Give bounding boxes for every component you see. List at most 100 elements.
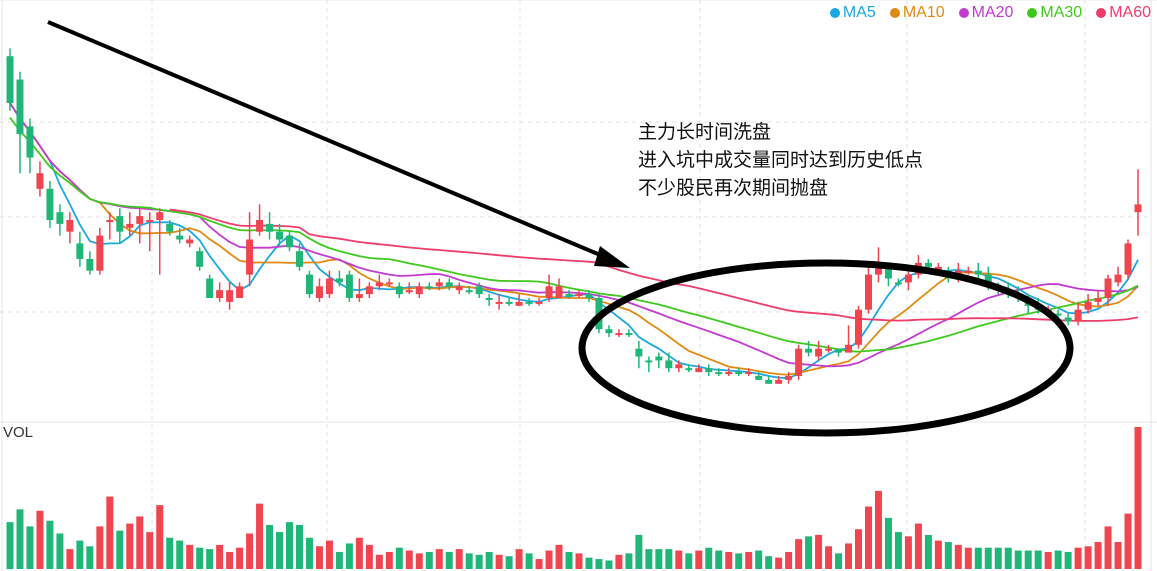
volume-bar	[1044, 551, 1052, 569]
volume-bar	[405, 550, 413, 569]
candle	[585, 290, 593, 302]
annotation-text: 主力长时间洗盘 进入坑中成交量同时达到历史低点 不少股民再次期间抛盘	[638, 118, 923, 202]
volume-bar	[325, 540, 333, 569]
volume-bar	[56, 533, 64, 569]
chart-legend: MA5 MA10 MA20 MA30 MA60	[829, 4, 1151, 22]
legend-dot-icon	[958, 8, 969, 18]
volume-bar	[665, 549, 673, 569]
candle	[625, 329, 633, 337]
candle	[6, 48, 14, 111]
volume-bar	[635, 534, 643, 569]
volume-bar	[535, 559, 543, 569]
candle	[276, 223, 284, 248]
volume-bar	[725, 551, 733, 569]
volume-bar	[944, 542, 952, 569]
volume-bar	[246, 533, 254, 569]
volume-bar	[1054, 550, 1062, 569]
volume-bar	[874, 490, 882, 569]
volume-bar	[565, 551, 573, 569]
volume-bar	[485, 551, 493, 569]
volume-bar	[1094, 542, 1102, 569]
volume-bar	[76, 540, 84, 569]
volume-bar	[974, 547, 982, 569]
volume-bar	[375, 554, 383, 569]
candle	[964, 266, 972, 275]
volume-bar	[236, 547, 244, 569]
candle	[1064, 313, 1072, 326]
candle	[86, 251, 94, 275]
candle	[864, 266, 872, 314]
candle	[76, 231, 84, 267]
candle	[36, 161, 44, 197]
volume-bar	[605, 560, 613, 569]
volume-bar	[106, 496, 114, 569]
candle	[685, 364, 693, 373]
volume-bar	[515, 549, 523, 569]
candle	[355, 278, 363, 302]
candle	[515, 294, 523, 306]
candle	[855, 305, 862, 349]
trend-arrow-line	[47, 20, 613, 262]
volume-bar	[445, 551, 453, 569]
volume-bar	[845, 543, 853, 569]
volume-bar	[266, 524, 274, 569]
candle	[525, 298, 533, 306]
candle	[845, 325, 853, 353]
volume-bar	[1004, 547, 1012, 569]
legend-dot-icon	[889, 8, 900, 18]
candle	[465, 286, 473, 295]
annotation-shapes	[47, 20, 1074, 437]
legend-ma10[interactable]: MA10	[889, 4, 945, 22]
volume-bar	[795, 539, 803, 569]
volume-bar	[216, 544, 224, 569]
candle	[475, 282, 483, 298]
volume-bar	[1034, 550, 1042, 569]
volume-bar	[186, 544, 194, 569]
volume-bar	[206, 549, 214, 569]
legend-ma20[interactable]: MA20	[958, 4, 1013, 22]
volume-bar	[815, 534, 823, 569]
candle	[655, 352, 663, 369]
volume-bar	[805, 536, 813, 569]
candle	[286, 231, 293, 252]
trend-arrow-head	[594, 246, 630, 268]
candle	[635, 340, 643, 369]
volume-bar	[16, 509, 24, 569]
candle	[16, 71, 24, 174]
volume-bar	[345, 543, 353, 569]
volume-bar	[585, 557, 593, 569]
legend-ma30[interactable]: MA30	[1027, 4, 1082, 22]
candle	[835, 348, 843, 357]
candle	[615, 329, 623, 337]
candle	[246, 212, 254, 287]
volume-bar	[765, 556, 773, 569]
volume-bar	[96, 526, 104, 569]
candle	[665, 352, 673, 373]
candle	[56, 204, 64, 236]
candle	[695, 364, 703, 373]
volume-bar	[315, 546, 323, 569]
candle	[226, 282, 234, 310]
legend-ma5[interactable]: MA5	[829, 4, 876, 22]
volume-bar	[335, 551, 343, 569]
volume-bar	[785, 551, 793, 569]
highlight-ellipse	[578, 259, 1074, 437]
candle	[795, 344, 803, 380]
volume-bar	[1104, 526, 1112, 569]
volume-bar	[46, 520, 54, 569]
volume-bar	[525, 553, 533, 569]
volume-bar	[475, 554, 483, 569]
candle	[66, 212, 74, 244]
legend-ma60[interactable]: MA60	[1096, 4, 1151, 22]
candle	[46, 181, 54, 228]
candle	[555, 278, 563, 298]
candle	[1114, 266, 1122, 287]
candle	[765, 376, 773, 384]
candle	[775, 376, 783, 384]
volume-bar	[256, 503, 264, 569]
candle	[126, 212, 134, 236]
candle	[415, 282, 423, 298]
volume-bar	[1024, 550, 1032, 569]
volume-bars	[6, 427, 1142, 569]
